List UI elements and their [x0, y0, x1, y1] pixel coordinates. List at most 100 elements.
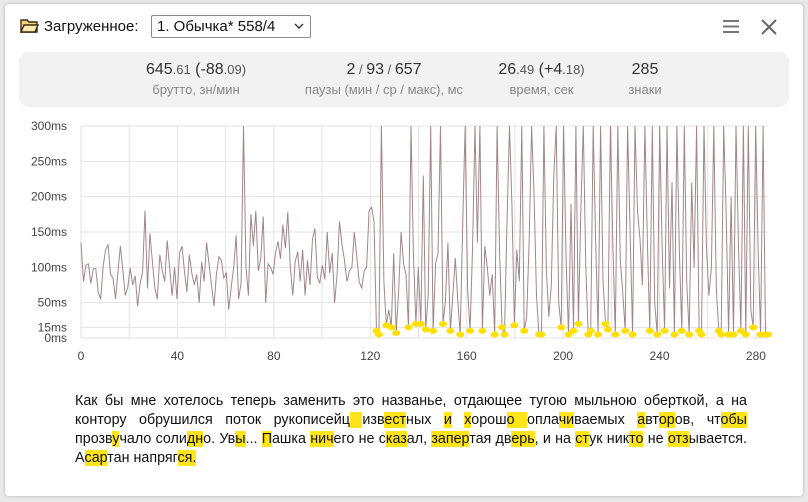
highlighted-text-segment: сар	[84, 450, 108, 466]
error-marker	[741, 331, 750, 338]
text-segment: чт	[706, 412, 721, 428]
error-marker	[574, 320, 583, 327]
error-marker	[429, 327, 438, 334]
y-tick-label: 250ms	[31, 154, 67, 168]
text-segment: ал,	[406, 431, 432, 447]
typing-stats-window: Загруженное: 1. Обычка* 558/4 645.61 (-8…	[5, 4, 803, 496]
error-marker	[677, 327, 686, 334]
stat-gross-speed: 645.61 (-88.09) брутто, зн/мин	[131, 61, 261, 97]
highlighted-text-segment: ы	[235, 431, 246, 447]
error-marker	[594, 331, 603, 338]
text-segment: ных	[406, 412, 444, 428]
highlighted-text-segment: нич	[310, 431, 334, 447]
error-marker	[685, 331, 694, 338]
highlighted-text-segment: обы	[720, 412, 747, 428]
stat-time-label: время, сек	[509, 82, 574, 97]
text-segment: опла	[527, 412, 559, 428]
text-segment: тан	[107, 450, 130, 466]
text-segment: ывается.	[688, 431, 747, 447]
highlighted-text-segment: запер	[431, 431, 470, 447]
error-marker	[653, 331, 662, 338]
y-tick-label: 200ms	[31, 190, 67, 204]
text-segment: орош	[471, 412, 507, 428]
text-segment: ук ник	[589, 431, 630, 447]
error-marker	[478, 327, 487, 334]
stat-chars-value: 285	[631, 61, 659, 78]
x-tick-label: 280	[746, 349, 766, 363]
y-tick-label: 0ms	[44, 331, 67, 345]
highlighted-text-segment: дн	[186, 431, 204, 447]
x-tick-label: 200	[553, 349, 573, 363]
text-segment: напряг	[129, 450, 178, 466]
error-marker	[660, 327, 669, 334]
highlighted-text-segment	[349, 412, 363, 428]
error-marker	[697, 331, 706, 338]
stat-time-value: 26.49 (+4.18)	[498, 61, 585, 78]
stat-chars: 285 знаки	[617, 61, 673, 97]
error-marker	[456, 331, 465, 338]
error-marker	[586, 327, 595, 334]
y-tick-label: 50ms	[38, 296, 67, 310]
error-marker	[603, 326, 612, 333]
pause-series-line	[80, 125, 768, 337]
error-marker	[764, 331, 772, 338]
x-tick-label: 240	[650, 349, 670, 363]
text-segment	[452, 412, 464, 428]
stat-pauses: 2 / 93 / 657 паузы (мин / ср / макс), мс	[289, 61, 479, 97]
close-icon[interactable]	[761, 19, 777, 35]
error-marker	[498, 324, 507, 331]
text-segment: изв	[362, 412, 385, 428]
text-segment: ваемых	[574, 412, 638, 428]
x-tick-label: 0	[78, 349, 85, 363]
stat-gross-label: брутто, зн/мин	[152, 82, 240, 97]
title-bar: Загруженное: 1. Обычка* 558/4	[5, 4, 803, 48]
error-marker	[374, 331, 383, 338]
select-value: 1. Обычка* 558/4	[157, 18, 276, 35]
typed-text: Как бы мне хотелось теперь заменить это …	[75, 392, 747, 468]
text-segment: ц	[341, 412, 350, 428]
text-segment: , и на	[534, 431, 576, 447]
menu-icon[interactable]	[723, 20, 739, 33]
highlighted-text-segment: ор	[658, 412, 675, 428]
text-segment: его не с	[333, 431, 386, 447]
error-marker	[645, 327, 654, 334]
error-marker	[557, 324, 566, 331]
stat-chars-label: знаки	[628, 82, 662, 97]
error-marker	[670, 331, 679, 338]
error-marker	[466, 327, 475, 334]
loaded-select[interactable]: 1. Обычка* 558/4	[151, 15, 311, 38]
error-marker	[387, 324, 396, 331]
highlighted-text-segment: отз	[667, 431, 689, 447]
error-marker	[717, 331, 726, 338]
text-segment: ашка	[271, 431, 311, 447]
chevron-down-icon	[294, 23, 304, 29]
error-marker	[404, 324, 413, 331]
text-segment: чало	[119, 431, 156, 447]
error-marker	[621, 327, 630, 334]
text-segment: прозв	[75, 431, 113, 447]
error-marker	[537, 331, 546, 338]
stat-time: 26.49 (+4.18) время, сек	[489, 61, 594, 97]
error-marker	[569, 327, 578, 334]
error-marker	[601, 320, 610, 327]
highlighted-text-segment: чи	[558, 412, 575, 428]
stats-panel: 645.61 (-88.09) брутто, зн/мин 2 / 93 / …	[19, 52, 789, 107]
error-marker	[729, 331, 738, 338]
highlighted-text-segment: ест	[384, 412, 407, 428]
error-marker	[446, 327, 455, 334]
error-marker	[520, 327, 529, 334]
stat-gross-value: 645.61 (-88.09)	[145, 61, 247, 78]
error-marker	[611, 331, 620, 338]
text-segment: А	[75, 450, 85, 466]
x-tick-label: 40	[171, 349, 185, 363]
text-segment: вт	[645, 412, 659, 428]
error-marker	[490, 331, 499, 338]
error-marker	[438, 320, 447, 327]
error-marker	[416, 320, 425, 327]
highlighted-text-segment: и	[443, 412, 452, 428]
highlighted-text-segment: у	[112, 431, 120, 447]
error-marker	[510, 322, 519, 329]
highlighted-text-segment: то	[629, 431, 644, 447]
loaded-label: Загруженное:	[44, 18, 139, 35]
